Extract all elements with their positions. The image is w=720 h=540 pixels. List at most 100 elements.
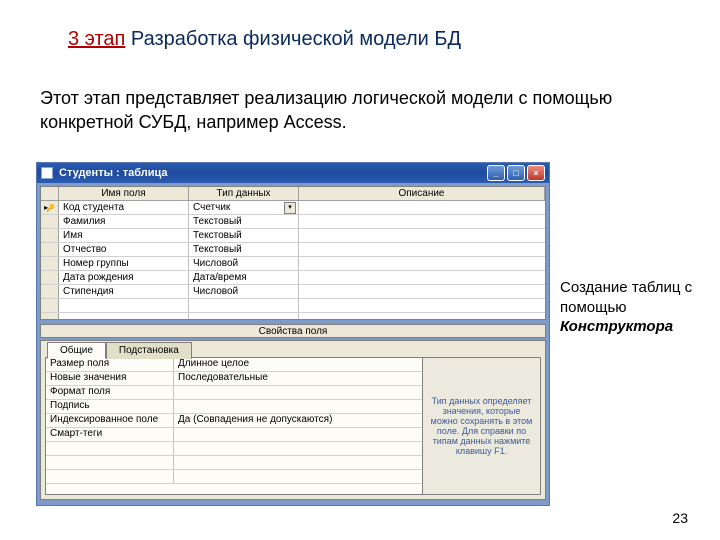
title-rest: Разработка физической модели БД — [125, 28, 461, 50]
description-cell[interactable] — [299, 313, 545, 320]
property-row[interactable] — [46, 456, 422, 470]
property-row[interactable]: Размер поляДлинное целое — [46, 358, 422, 372]
property-label — [46, 456, 174, 469]
tab-strip: Общие Подстановка — [47, 341, 192, 358]
col-description: Описание — [299, 187, 545, 200]
property-value[interactable] — [174, 400, 422, 413]
data-type-cell[interactable] — [189, 313, 299, 320]
slide-title: 3 этап Разработка физической модели БД — [68, 28, 461, 51]
close-button[interactable]: × — [527, 165, 545, 181]
description-cell[interactable] — [299, 299, 545, 312]
row-selector[interactable] — [41, 229, 59, 242]
property-value[interactable] — [174, 428, 422, 441]
description-cell[interactable] — [299, 215, 545, 228]
properties-table[interactable]: Размер поляДлинное целоеНовые значенияПо… — [45, 357, 423, 495]
col-selector — [41, 187, 59, 200]
field-name-cell[interactable]: Отчество — [59, 243, 189, 256]
row-selector[interactable] — [41, 271, 59, 284]
property-row[interactable]: Новые значенияПоследовательные — [46, 372, 422, 386]
titlebar[interactable]: Студенты : таблица _ □ × — [37, 163, 549, 183]
table-row[interactable]: ОтчествоТекстовый — [41, 243, 545, 257]
field-properties-panel: Общие Подстановка Размер поляДлинное цел… — [40, 340, 546, 500]
data-type-cell[interactable]: Числовой — [189, 257, 299, 270]
right-caption-prefix: Создание таблиц с помощью — [560, 279, 692, 316]
row-selector[interactable] — [41, 215, 59, 228]
access-window: Студенты : таблица _ □ × Имя поля Тип да… — [36, 162, 550, 506]
property-row[interactable]: Подпись — [46, 400, 422, 414]
row-selector[interactable] — [41, 257, 59, 270]
property-value[interactable]: Длинное целое — [174, 358, 422, 371]
property-label: Новые значения — [46, 372, 174, 385]
description-cell[interactable] — [299, 201, 545, 214]
property-row[interactable]: Формат поля — [46, 386, 422, 400]
data-type-cell[interactable]: Счетчик▾ — [189, 201, 299, 214]
field-name-cell[interactable]: Фамилия — [59, 215, 189, 228]
data-type-cell[interactable]: Текстовый — [189, 229, 299, 242]
field-name-cell[interactable]: Дата рождения — [59, 271, 189, 284]
page-number: 23 — [672, 510, 688, 526]
property-label — [46, 442, 174, 455]
table-row[interactable]: ФамилияТекстовый — [41, 215, 545, 229]
description-cell[interactable] — [299, 243, 545, 256]
property-value[interactable] — [174, 456, 422, 469]
description-cell[interactable] — [299, 285, 545, 298]
property-label: Размер поля — [46, 358, 174, 371]
data-type-cell[interactable]: Текстовый — [189, 215, 299, 228]
property-label: Формат поля — [46, 386, 174, 399]
property-row[interactable]: Смарт-теги — [46, 428, 422, 442]
window-icon — [41, 167, 53, 179]
help-text: Тип данных определяет значения, которые … — [429, 396, 534, 456]
field-name-cell[interactable]: Код студента — [59, 201, 189, 214]
field-name-cell[interactable] — [59, 313, 189, 320]
property-row[interactable] — [46, 442, 422, 456]
table-row[interactable]: Код студентаСчетчик▾ — [41, 201, 545, 215]
property-label — [46, 470, 174, 483]
help-pane: Тип данных определяет значения, которые … — [423, 357, 541, 495]
col-data-type: Тип данных — [189, 187, 299, 200]
property-row[interactable] — [46, 470, 422, 484]
data-type-cell[interactable]: Числовой — [189, 285, 299, 298]
table-row[interactable] — [41, 299, 545, 313]
property-value[interactable]: Последовательные — [174, 372, 422, 385]
table-row[interactable] — [41, 313, 545, 320]
property-value[interactable] — [174, 442, 422, 455]
table-row[interactable]: СтипендияЧисловой — [41, 285, 545, 299]
property-value[interactable]: Да (Совпадения не допускаются) — [174, 414, 422, 427]
table-row[interactable]: Дата рожденияДата/время — [41, 271, 545, 285]
data-type-cell[interactable] — [189, 299, 299, 312]
description-cell[interactable] — [299, 229, 545, 242]
row-selector[interactable] — [41, 285, 59, 298]
window-title: Студенты : таблица — [59, 167, 487, 179]
right-caption-em: Конструктора — [560, 318, 673, 335]
row-selector[interactable] — [41, 243, 59, 256]
field-name-cell[interactable]: Имя — [59, 229, 189, 242]
description-cell[interactable] — [299, 271, 545, 284]
property-row[interactable]: Индексированное полеДа (Совпадения не до… — [46, 414, 422, 428]
field-name-cell[interactable]: Стипендия — [59, 285, 189, 298]
minimize-button[interactable]: _ — [487, 165, 505, 181]
tab-lookup[interactable]: Подстановка — [106, 342, 192, 359]
window-buttons: _ □ × — [487, 165, 545, 181]
field-properties-label: Свойства поля — [40, 324, 546, 338]
field-name-cell[interactable] — [59, 299, 189, 312]
field-name-cell[interactable]: Номер группы — [59, 257, 189, 270]
row-selector[interactable] — [41, 299, 59, 312]
slide-description: Этот этап представляет реализацию логиче… — [40, 86, 660, 135]
table-row[interactable]: Номер группыЧисловой — [41, 257, 545, 271]
chevron-down-icon[interactable]: ▾ — [284, 202, 296, 214]
data-type-cell[interactable]: Текстовый — [189, 243, 299, 256]
tab-general[interactable]: Общие — [47, 342, 106, 359]
row-selector[interactable] — [41, 313, 59, 320]
property-value[interactable] — [174, 470, 422, 483]
property-label: Индексированное поле — [46, 414, 174, 427]
row-selector[interactable] — [41, 201, 59, 214]
design-grid[interactable]: Имя поля Тип данных Описание Код студент… — [40, 186, 546, 320]
data-type-cell[interactable]: Дата/время — [189, 271, 299, 284]
col-field-name: Имя поля — [59, 187, 189, 200]
description-cell[interactable] — [299, 257, 545, 270]
stage-label: 3 этап — [68, 28, 125, 50]
property-value[interactable] — [174, 386, 422, 399]
table-row[interactable]: ИмяТекстовый — [41, 229, 545, 243]
grid-header: Имя поля Тип данных Описание — [41, 187, 545, 201]
maximize-button[interactable]: □ — [507, 165, 525, 181]
